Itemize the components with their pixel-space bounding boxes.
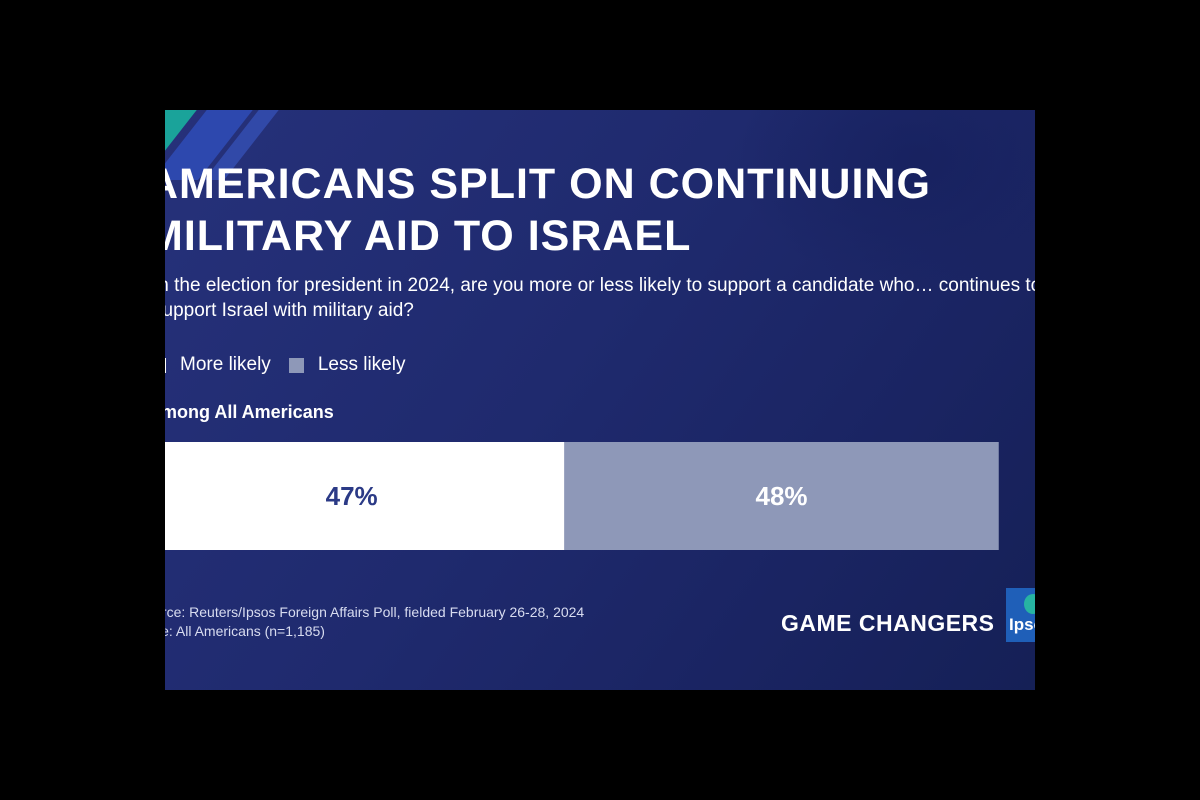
category-label: Among All Americans <box>165 402 334 422</box>
chart-legend: More likely Less likely <box>165 354 423 376</box>
legend-swatch-less-likely <box>288 357 304 373</box>
slide-title: AMERICANS SPLIT ON CONTINUING MILITARY A… <box>165 158 931 262</box>
question-line-2: support Israel with military aid? <box>165 300 414 321</box>
legend-item-more-likely: More likely <box>165 354 271 376</box>
stacked-bar-chart: 47% 48% <box>165 442 999 550</box>
title-line-2: MILITARY AID TO ISRAEL <box>165 212 692 260</box>
base-line: Base: All Americans (n=1,185) <box>165 623 325 639</box>
logo-text: Ipsos <box>1009 615 1035 634</box>
logo-swoosh-icon <box>1024 594 1035 614</box>
source-line: Source: Reuters/Ipsos Foreign Affairs Po… <box>165 604 585 620</box>
slide: AMERICANS SPLIT ON CONTINUING MILITARY A… <box>165 110 1035 690</box>
legend-swatch-more-likely <box>165 357 166 373</box>
data-label-less-likely: 48% <box>756 481 808 511</box>
bar-segment-more-likely <box>165 442 565 550</box>
legend-item-less-likely: Less likely <box>288 354 406 376</box>
legend-label-more-likely: More likely <box>180 354 271 375</box>
ipsos-logo: Ipsos <box>1006 588 1035 642</box>
brand-tagline: GAME CHANGERS <box>781 610 995 636</box>
question-line-1: In the election for president in 2024, a… <box>165 275 1035 296</box>
data-label-more-likely: 47% <box>326 481 378 511</box>
title-line-1: AMERICANS SPLIT ON CONTINUING <box>165 160 931 208</box>
bar-segment-less-likely <box>564 442 999 550</box>
source-note: Source: Reuters/Ipsos Foreign Affairs Po… <box>165 603 584 641</box>
background-glow <box>735 110 1035 290</box>
legend-label-less-likely: Less likely <box>317 354 406 375</box>
survey-question: In the election for president in 2024, a… <box>165 273 1035 323</box>
